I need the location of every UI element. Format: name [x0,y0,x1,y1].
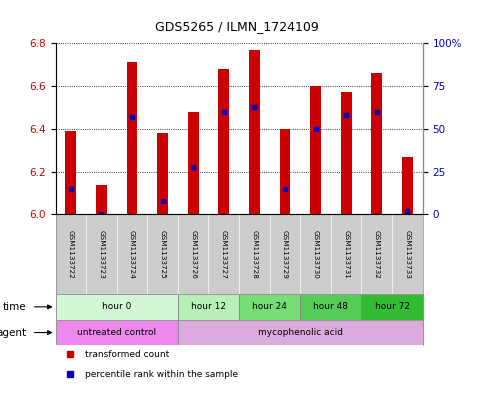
Text: GSM1133725: GSM1133725 [159,230,166,279]
Bar [249,50,260,215]
Bar [280,129,290,215]
Bar [56,320,178,345]
Text: GSM1133732: GSM1133732 [374,230,380,279]
Text: GSM1133729: GSM1133729 [282,230,288,279]
Text: hour 72: hour 72 [374,302,410,311]
Bar [371,73,382,215]
Text: percentile rank within the sample: percentile rank within the sample [85,369,238,378]
Text: transformed count: transformed count [85,350,169,359]
Bar [66,131,76,215]
Bar [310,86,321,215]
Text: hour 24: hour 24 [252,302,287,311]
Text: GSM1133733: GSM1133733 [404,230,411,279]
Bar [188,112,199,215]
Text: agent: agent [0,327,27,338]
Bar [402,157,412,215]
Text: GSM1133726: GSM1133726 [190,230,196,279]
Text: hour 48: hour 48 [313,302,348,311]
Bar [239,294,300,320]
Text: GSM1133723: GSM1133723 [99,230,104,279]
Text: GSM1133722: GSM1133722 [68,230,74,279]
Text: GSM1133731: GSM1133731 [343,230,349,279]
Text: GSM1133724: GSM1133724 [129,230,135,279]
Bar [361,294,423,320]
Bar [127,62,137,215]
Text: mycophenolic acid: mycophenolic acid [258,328,343,337]
Text: GSM1133728: GSM1133728 [251,230,257,279]
Text: GSM1133727: GSM1133727 [221,230,227,279]
Bar [218,69,229,215]
Text: time: time [3,302,27,312]
Bar [178,320,423,345]
Bar [341,92,352,215]
Text: GDS5265 / ILMN_1724109: GDS5265 / ILMN_1724109 [155,20,319,33]
Text: hour 0: hour 0 [102,302,131,311]
Bar [56,294,178,320]
Bar [300,294,361,320]
Bar [157,133,168,215]
Bar [96,185,107,215]
Text: GSM1133730: GSM1133730 [313,230,319,279]
Text: untreated control: untreated control [77,328,156,337]
Bar [178,294,239,320]
Text: hour 12: hour 12 [191,302,226,311]
